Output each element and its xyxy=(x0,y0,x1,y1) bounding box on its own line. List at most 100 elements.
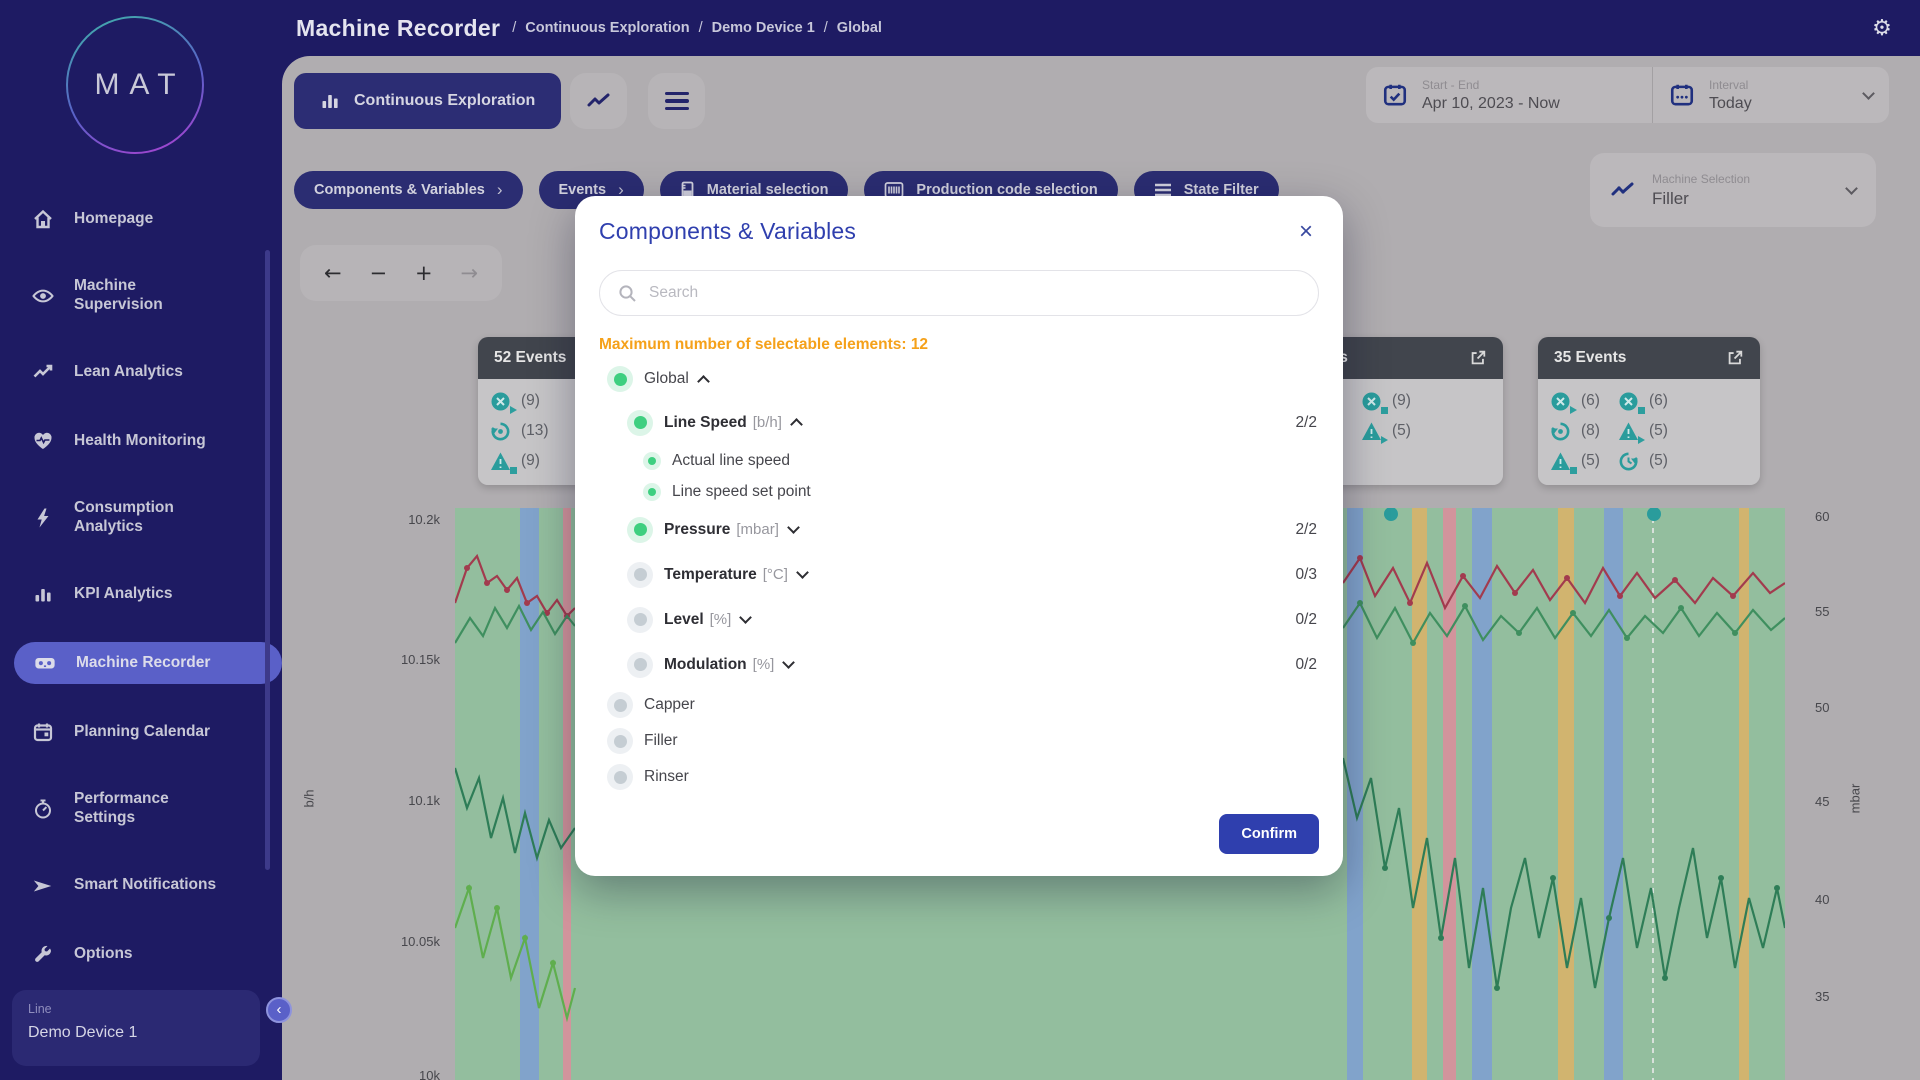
eye-icon xyxy=(32,289,54,302)
event-count: (6) xyxy=(1648,392,1668,409)
chevron-up-icon[interactable] xyxy=(696,374,710,388)
sidebar-item-label: Consumption Analytics xyxy=(74,499,174,535)
tree-node-level[interactable]: Level [%] 0/2 xyxy=(599,597,1319,642)
sidebar-item-health-monitoring[interactable]: Health Monitoring xyxy=(0,420,282,462)
chevron-down-icon[interactable] xyxy=(787,521,800,534)
gear-icon: ⚙ xyxy=(1872,15,1892,40)
datetime-panel: Start - End Apr 10, 2023 - Now Interval … xyxy=(1366,67,1889,123)
sidebar-item-options[interactable]: Options xyxy=(0,934,282,976)
tree-node-temperature[interactable]: Temperature [°C] 0/3 xyxy=(599,552,1319,597)
sidebar-item-machine-recorder[interactable]: Machine Recorder xyxy=(14,642,282,685)
tree-node-label: Rinser xyxy=(644,768,689,785)
sidebar-collapse-button[interactable]: ‹ xyxy=(266,997,292,1023)
chip-label: State Filter xyxy=(1183,182,1259,198)
event-count: (5) xyxy=(1581,452,1600,469)
y-axis-tick: 10k xyxy=(419,1068,440,1080)
y-axis-tick-right: 35 xyxy=(1815,989,1830,1004)
top-bar: Machine Recorder / Continuous Exploratio… xyxy=(0,0,1920,56)
bar-chart-icon xyxy=(35,589,51,602)
event-count: (5) xyxy=(1648,422,1668,439)
sidebar-item-label: Homepage xyxy=(74,209,154,227)
device-line-card[interactable]: Line Demo Device 1 xyxy=(12,990,260,1066)
square-marker-icon xyxy=(1380,406,1388,414)
warning-event-icon xyxy=(1550,451,1577,474)
sidebar-item-lean-analytics[interactable]: Lean Analytics xyxy=(0,351,282,393)
components-variables-filter-button[interactable]: Components & Variables › xyxy=(294,171,523,209)
selection-dot xyxy=(627,606,653,633)
sidebar-item-performance-settings[interactable]: Performance Settings xyxy=(0,780,282,837)
device-line-value: Demo Device 1 xyxy=(28,1024,138,1041)
zoom-in-button[interactable]: + xyxy=(409,260,439,286)
tree-node-modulation[interactable]: Modulation [%] 0/2 xyxy=(599,642,1319,687)
sidebar-item-label: Lean Analytics xyxy=(74,362,183,380)
tree-node-unit: [%] xyxy=(709,611,732,628)
open-events-button[interactable] xyxy=(1726,349,1744,367)
breadcrumb-item-demo-device[interactable]: Demo Device 1 xyxy=(711,20,815,36)
sidebar: MAT Homepage Machine Supervision Lean An… xyxy=(0,0,282,1080)
continuous-exploration-button[interactable]: Continuous Exploration xyxy=(294,73,562,129)
sidebar-item-label: Machine Supervision xyxy=(74,277,163,313)
date-range-value: Apr 10, 2023 - Now xyxy=(1422,94,1560,112)
chevron-up-icon[interactable] xyxy=(790,418,803,431)
breadcrumb-item-continuous-exploration[interactable]: Continuous Exploration xyxy=(525,20,690,36)
open-events-button[interactable] xyxy=(1469,349,1487,367)
tree-node-global[interactable]: Global xyxy=(599,358,1319,400)
interval-value: Today xyxy=(1709,94,1752,112)
pan-back-button[interactable]: ← xyxy=(318,260,348,286)
chevron-down-icon xyxy=(1845,181,1858,195)
date-range-picker[interactable]: Start - End Apr 10, 2023 - Now xyxy=(1366,67,1652,123)
sidebar-item-planning-calendar[interactable]: Planning Calendar xyxy=(0,711,282,753)
play-marker-icon xyxy=(1380,435,1388,444)
settings-button[interactable]: ⚙ xyxy=(1866,12,1898,44)
warning-event-icon xyxy=(1618,421,1645,444)
y-axis-tick: 10.1k xyxy=(408,793,440,808)
sidebar-scrollbar[interactable] xyxy=(265,250,270,870)
tree-node-label: Line speed set point xyxy=(672,482,811,500)
tree-node-line-speed[interactable]: Line Speed [b/h] 2/2 xyxy=(599,400,1319,445)
send-icon xyxy=(33,880,52,892)
list-view-button[interactable] xyxy=(648,73,705,129)
chevron-down-icon[interactable] xyxy=(782,656,796,669)
tree-node-capper[interactable]: Capper xyxy=(599,687,1319,723)
interval-select[interactable]: Interval Today xyxy=(1653,67,1889,123)
chevron-down-icon[interactable] xyxy=(739,611,753,624)
hamburger-icon xyxy=(664,92,689,110)
zoom-out-button[interactable]: − xyxy=(363,260,393,286)
sidebar-item-consumption-analytics[interactable]: Consumption Analytics xyxy=(0,489,282,546)
chart-navigation-toolbar: ← − + → xyxy=(300,245,502,301)
home-icon xyxy=(34,209,52,229)
reset-event-icon xyxy=(1550,421,1571,442)
y-axis-tick-right: 60 xyxy=(1815,509,1830,524)
trend-view-button[interactable] xyxy=(570,73,627,129)
machine-selection-value: Filler xyxy=(1652,188,1689,208)
sidebar-item-label: Options xyxy=(74,945,133,963)
tree-node-rinser[interactable]: Rinser xyxy=(599,759,1319,795)
chevron-right-icon: › xyxy=(496,180,503,199)
tree-node-filler[interactable]: Filler xyxy=(599,723,1319,759)
search-input[interactable] xyxy=(647,283,1300,303)
sidebar-item-machine-supervision[interactable]: Machine Supervision xyxy=(0,267,282,324)
tree-node-actual-line-speed[interactable]: Actual line speed xyxy=(599,445,1319,476)
pan-forward-button[interactable]: → xyxy=(454,260,484,286)
chevron-right-icon: › xyxy=(618,180,624,199)
cancel-event-icon xyxy=(1618,391,1645,414)
close-icon[interactable]: × xyxy=(1298,218,1313,245)
warning-event-icon xyxy=(1361,421,1388,444)
confirm-button[interactable]: Confirm xyxy=(1219,814,1319,854)
tree-node-unit: [mbar] xyxy=(736,521,779,538)
breadcrumb-separator: / xyxy=(823,20,828,36)
tree-node-line-speed-set-point[interactable]: Line speed set point xyxy=(599,476,1319,507)
sidebar-item-kpi-analytics[interactable]: KPI Analytics xyxy=(0,573,282,615)
continuous-exploration-label: Continuous Exploration xyxy=(354,92,536,109)
sidebar-item-homepage[interactable]: Homepage xyxy=(0,198,282,240)
device-line-label: Line xyxy=(28,1002,52,1016)
sidebar-item-smart-notifications[interactable]: Smart Notifications xyxy=(0,865,282,907)
warning-event-icon xyxy=(490,451,517,474)
event-card-title: 52 Events xyxy=(494,349,567,366)
tree-node-pressure[interactable]: Pressure [mbar] 2/2 xyxy=(599,507,1319,552)
chevron-down-icon[interactable] xyxy=(796,566,809,579)
breadcrumb-item-global[interactable]: Global xyxy=(836,20,882,36)
y-axis-tick: 10.05k xyxy=(400,934,440,949)
interval-label: Interval xyxy=(1709,77,1749,92)
machine-selection-dropdown[interactable]: Machine Selection Filler xyxy=(1590,153,1876,227)
